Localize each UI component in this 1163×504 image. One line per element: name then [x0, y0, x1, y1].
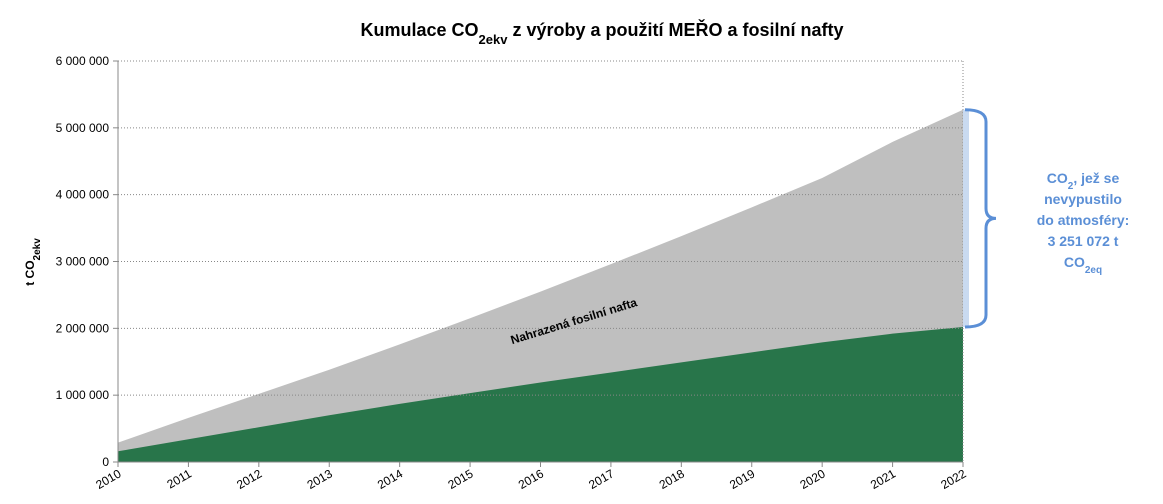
annotation-part: , jež se [1073, 170, 1119, 186]
annotation-line: nevypustilo [1044, 191, 1122, 207]
chart-title: Kumulace CO2ekv z výroby a použití MEŘO … [361, 19, 844, 47]
x-tick-label: 2020 [798, 466, 828, 492]
y-tick-label: 4 000 000 [56, 188, 110, 202]
x-tick-label: 2019 [727, 466, 757, 492]
x-tick-label: 2017 [586, 466, 616, 492]
chart-title-part: 2ekv [479, 32, 509, 47]
y-tick-label: 5 000 000 [56, 121, 110, 135]
x-tick-label: 2015 [445, 466, 475, 492]
y-tick-label: 2 000 000 [56, 321, 110, 335]
chart-title-part: Kumulace CO [361, 20, 479, 40]
y-axis-label: t CO2ekv [23, 238, 43, 286]
difference-band [963, 109, 969, 327]
x-tick-label: 2012 [234, 466, 264, 492]
annotation-part: CO [1064, 254, 1085, 270]
annotation-line: CO2eq [1064, 254, 1102, 276]
y-tick-label: 3 000 000 [56, 255, 110, 269]
x-tick-label: 2018 [657, 466, 687, 492]
x-tick-label: 2013 [305, 466, 335, 492]
annotation-part: do atmosféry: [1037, 212, 1130, 228]
area [118, 326, 963, 462]
x-tick-label: 2021 [868, 466, 898, 492]
annotation-line: 3 251 072 t [1048, 233, 1119, 249]
y-tick-label: 6 000 000 [56, 54, 110, 68]
annotation-part: nevypustilo [1044, 191, 1122, 207]
x-tick-label: 2011 [165, 466, 195, 491]
annotation-part: 2 [1068, 181, 1074, 192]
annotation-part: CO [1047, 170, 1068, 186]
x-tick-label: 2010 [93, 466, 123, 492]
chart-title-part: z výroby a použití MEŘO a fosilní nafty [507, 19, 843, 40]
annotation-line: do atmosféry: [1037, 212, 1130, 228]
annotation-part: 2eq [1085, 265, 1102, 276]
x-tick-label: 2022 [938, 466, 968, 492]
x-tick-label: 2016 [516, 466, 546, 492]
annotation-line: CO2, jež se [1047, 170, 1120, 192]
bracket [964, 108, 997, 329]
annotation-part: 3 251 072 t [1048, 233, 1119, 249]
y-tick-label: 1 000 000 [56, 388, 110, 402]
y-axis-label-part: t CO [23, 260, 37, 285]
y-tick-label: 0 [102, 455, 109, 469]
x-tick-label: 2014 [375, 466, 405, 492]
y-axis-label-part: 2ekv [32, 238, 43, 261]
